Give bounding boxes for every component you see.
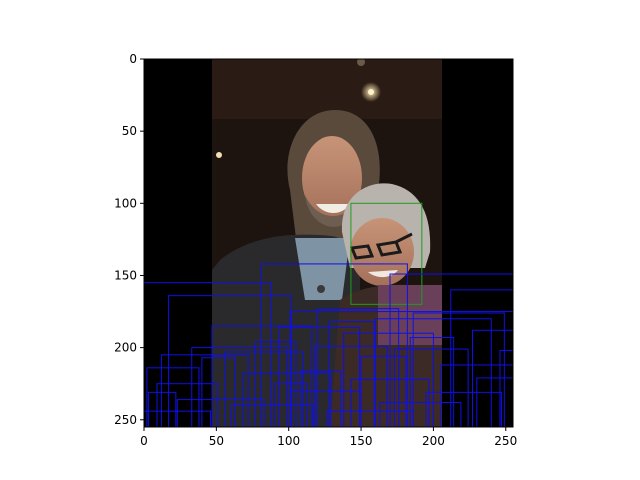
bounding-box [499,350,513,427]
highlight-box [350,202,423,305]
y-axis: 0 50 100 150 200 250 [114,52,144,427]
bounding-box [317,308,400,427]
y-tick-label: 50 [122,124,137,138]
image-area [144,59,513,427]
bounding-box [299,370,342,427]
bounding-box [314,345,388,427]
bounding-box [343,332,434,427]
bounding-box [471,329,513,427]
woman-scarf [378,285,442,345]
axes-frame [143,58,514,428]
y-tick-label: 200 [114,341,137,355]
x-tick-label: 150 [350,434,373,448]
x-tick-label: 200 [422,434,445,448]
man-shirt [295,238,350,300]
lamp-small [216,152,222,158]
bounding-box [393,348,469,427]
y-tick-label: 150 [114,268,137,282]
bounding-box [360,355,407,427]
x-tick-label: 0 [140,434,148,448]
bounding-box [440,364,513,427]
bounding-box [160,354,249,427]
bounding-box [389,273,513,427]
bounding-box [425,391,502,427]
x-tick-label: 250 [494,434,517,448]
y-tick-label: 100 [114,196,137,210]
bounding-box [375,318,492,427]
y-tick-label: 250 [114,413,137,427]
x-axis: 0 50 100 150 200 250 [140,427,517,448]
y-tick-label: 0 [129,52,137,66]
woman-glasses [349,232,413,260]
man-smile [316,204,350,213]
man-face [302,136,362,220]
x-tick-label: 100 [277,434,300,448]
bounding-box [379,401,462,427]
bounding-box [144,282,272,427]
lamp-top [357,59,365,66]
bounding-box [412,312,505,427]
photo-ceiling [212,59,442,119]
man-pendant [317,285,325,293]
lamp [368,89,374,95]
bounding-box [147,391,177,427]
x-tick-label: 50 [209,434,224,448]
